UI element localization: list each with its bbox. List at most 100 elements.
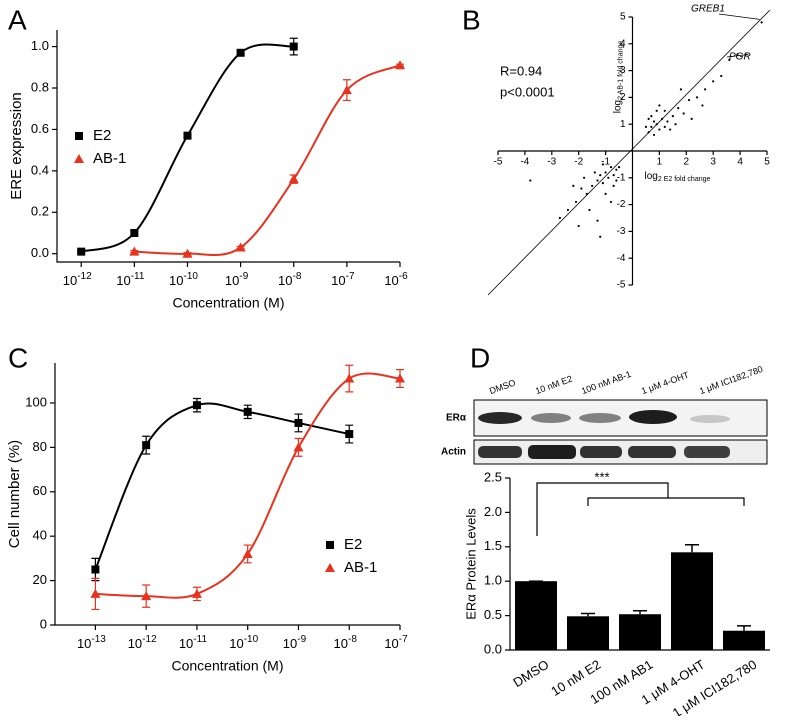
western-blot: ERα Actin DMSO 10 nM E2 100 nM AB-1 1 μM… xyxy=(441,364,768,465)
marker xyxy=(236,48,245,57)
y-tick-label: 1.0 xyxy=(31,38,49,53)
lane-label: 10 nM E2 xyxy=(534,374,574,397)
marker xyxy=(395,60,405,70)
y-tick-label: 1 xyxy=(620,119,626,130)
error-bar xyxy=(581,612,595,617)
marker xyxy=(345,430,354,439)
point xyxy=(599,235,602,238)
series: AB-1 xyxy=(74,60,405,258)
x-tick-label: 3 xyxy=(710,157,716,168)
y-tick-label: 5 xyxy=(620,12,626,23)
y-tick-label: 0.6 xyxy=(31,121,49,136)
fit-curve xyxy=(94,402,350,570)
point xyxy=(647,117,650,120)
band xyxy=(684,446,730,458)
point xyxy=(674,123,677,126)
significance-bracket xyxy=(536,482,745,536)
point xyxy=(720,74,723,78)
blot-row-label: ERα xyxy=(446,413,467,424)
legend-marker xyxy=(75,132,83,140)
legend-label: AB-1 xyxy=(344,559,377,576)
y-tick-label: 0 xyxy=(40,616,47,631)
x-tick-label: 10-6 xyxy=(384,271,408,289)
point xyxy=(650,115,653,118)
point xyxy=(669,128,672,131)
y-axis-title: log2 AB-1 fold change xyxy=(612,41,624,114)
point xyxy=(596,219,599,222)
annotation: PGR xyxy=(729,52,751,63)
x-tick-label: 10-11 xyxy=(179,634,208,652)
marker xyxy=(294,418,303,427)
x-tick-label: DMSO xyxy=(510,657,551,690)
point xyxy=(604,171,607,174)
axes xyxy=(498,17,767,285)
y-tick-label: 80 xyxy=(33,439,47,454)
error-bar xyxy=(737,625,751,631)
marker xyxy=(141,591,152,601)
marker xyxy=(191,588,202,598)
legend-label: E2 xyxy=(344,536,362,553)
band xyxy=(478,446,522,458)
panel-label: C xyxy=(8,342,28,373)
point xyxy=(677,107,680,110)
significance-label: *** xyxy=(594,469,609,484)
point xyxy=(580,187,583,190)
point xyxy=(591,184,594,187)
x-axis-title: Concentration (M) xyxy=(171,658,283,674)
y-tick-label: 0.2 xyxy=(31,204,49,219)
y-tick-label: 0.0 xyxy=(31,245,49,260)
point xyxy=(658,128,661,131)
point xyxy=(601,163,605,166)
marker xyxy=(344,373,355,383)
y-tick-label: -1 xyxy=(617,172,626,183)
point xyxy=(728,58,731,61)
point xyxy=(601,182,605,185)
y-tick-label: 2 xyxy=(620,92,626,103)
x-tick-label: -3 xyxy=(547,157,556,168)
point xyxy=(655,123,658,126)
x-tick-label: 10-8 xyxy=(278,271,302,289)
x-tick-label: 1 xyxy=(657,157,663,168)
legend-marker xyxy=(326,541,334,549)
point xyxy=(666,120,669,123)
axes xyxy=(56,30,400,263)
x-tick-label: 10-7 xyxy=(331,271,355,289)
fit-curve xyxy=(80,43,294,253)
x-tick-label: 10-9 xyxy=(283,634,307,652)
point xyxy=(596,179,599,182)
y-axis-title: Cell number (%) xyxy=(6,440,23,548)
point xyxy=(607,176,610,179)
identity-line xyxy=(487,9,771,296)
x-tick-label: 10-10 xyxy=(169,271,198,289)
point xyxy=(647,131,650,134)
legend-marker xyxy=(325,563,335,572)
annotation-arrow xyxy=(718,13,760,58)
y-tick-label: 0.0 xyxy=(484,641,502,656)
y-tick-label: 40 xyxy=(33,528,47,543)
error-bar xyxy=(685,543,699,553)
x-tick-label: 10-12 xyxy=(128,634,157,652)
point xyxy=(736,53,739,56)
legend-label: E2 xyxy=(93,127,111,144)
marker xyxy=(90,588,101,598)
point xyxy=(566,208,570,212)
bar xyxy=(671,552,713,650)
point xyxy=(582,176,586,179)
point xyxy=(660,117,664,120)
point xyxy=(658,104,661,107)
point xyxy=(593,171,596,174)
x-tick-label: 4 xyxy=(737,157,743,168)
y-tick-label: 1.0 xyxy=(484,573,502,588)
annotation: GREB1 xyxy=(691,4,725,15)
point xyxy=(679,88,683,91)
x-tick-label: 2 xyxy=(684,157,690,168)
point xyxy=(615,179,618,182)
bar xyxy=(567,616,609,650)
point xyxy=(585,192,588,195)
annotation: p<0.0001 xyxy=(500,84,555,99)
x-tick-label: 10-7 xyxy=(384,634,408,652)
point xyxy=(701,104,704,107)
y-tick-label: -5 xyxy=(617,280,626,291)
x-tick-label: 10-12 xyxy=(63,271,92,289)
